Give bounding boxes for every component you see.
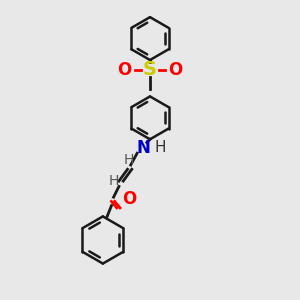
Text: O: O (169, 61, 183, 79)
Text: O: O (117, 61, 131, 79)
Text: H: H (155, 140, 166, 155)
Text: H: H (123, 153, 134, 166)
Text: O: O (122, 190, 136, 208)
Text: H: H (108, 174, 119, 188)
Text: N: N (136, 139, 151, 157)
Text: S: S (143, 60, 157, 79)
